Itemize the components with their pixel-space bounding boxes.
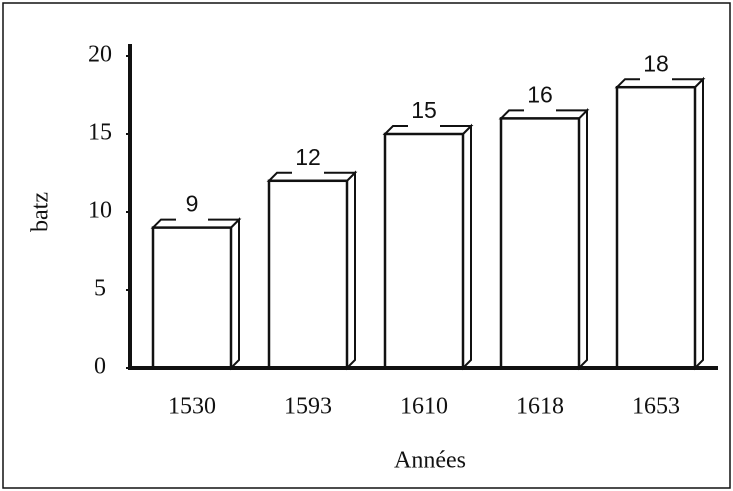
y-tick-label: 15 bbox=[88, 120, 112, 146]
value-label: 16 bbox=[527, 81, 553, 107]
value-label-bg bbox=[176, 197, 208, 222]
x-tick-label: 1530 bbox=[168, 394, 216, 420]
bar bbox=[267, 179, 349, 370]
bar bbox=[499, 117, 581, 370]
y-axis-label: batz bbox=[28, 192, 54, 232]
x-tick-label: 1653 bbox=[632, 394, 680, 420]
value-label-bg bbox=[292, 150, 324, 175]
x-axis-label: Années bbox=[394, 448, 466, 474]
x-tick-label: 1618 bbox=[516, 394, 564, 420]
bar bbox=[383, 132, 465, 370]
x-tick-label: 1593 bbox=[284, 394, 332, 420]
value-label-bg bbox=[640, 57, 672, 82]
value-label: 18 bbox=[643, 50, 669, 76]
y-tick-label: 20 bbox=[88, 42, 112, 68]
bar bbox=[615, 85, 697, 370]
bar bbox=[151, 226, 233, 370]
value-label: 12 bbox=[295, 144, 321, 170]
x-tick-label: 1610 bbox=[400, 394, 448, 420]
value-label-bg bbox=[524, 88, 556, 113]
value-label: 9 bbox=[186, 191, 199, 217]
y-tick-label: 5 bbox=[94, 276, 106, 302]
y-tick-label: 10 bbox=[88, 198, 112, 224]
value-label-bg bbox=[408, 104, 440, 128]
value-label: 15 bbox=[411, 97, 437, 123]
y-tick-label: 0 bbox=[94, 354, 106, 380]
